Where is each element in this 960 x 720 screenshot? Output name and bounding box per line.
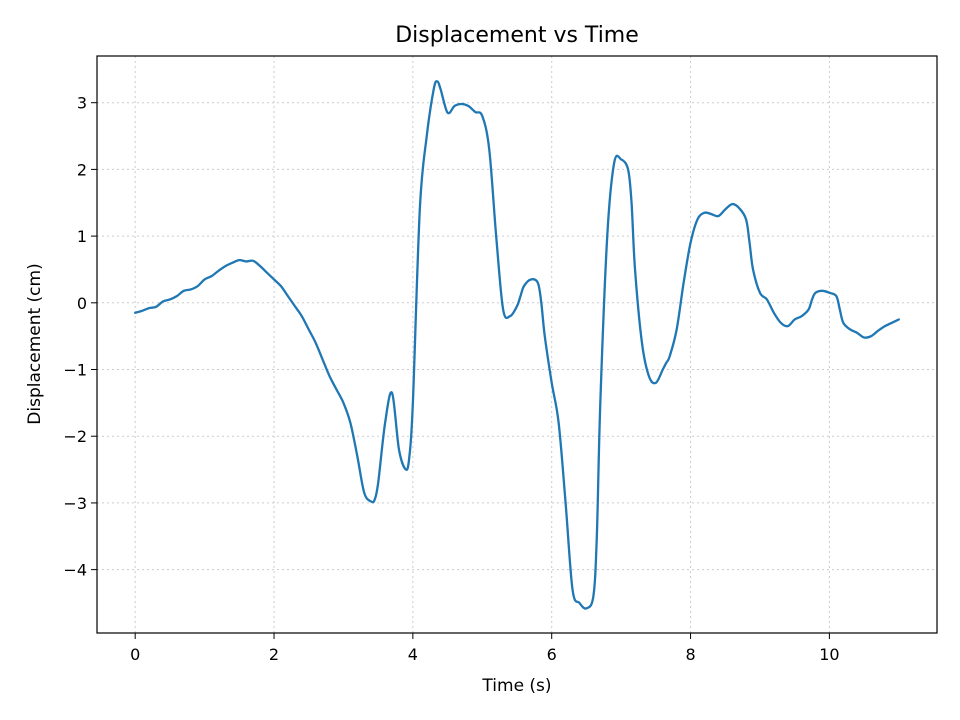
displacement-line [134, 80, 900, 610]
y-axis-ticks: −4 −3 −2 −1 0 1 2 3 [63, 94, 97, 580]
y-tick-label: 1 [77, 227, 87, 246]
y-tick-label: −1 [63, 361, 87, 380]
x-tick-label: 4 [408, 645, 418, 664]
x-tick-label: 2 [269, 645, 279, 664]
x-tick-label: 0 [130, 645, 140, 664]
x-axis-ticks: 0 2 4 6 8 10 [130, 633, 840, 664]
axes-frame [96, 55, 938, 634]
x-axis-label: Time (s) [481, 676, 551, 696]
chart-title: Displacement vs Time [395, 23, 639, 48]
plot-area [134, 80, 900, 610]
y-tick-label: −4 [63, 561, 87, 580]
x-tick-label: 6 [547, 645, 557, 664]
y-tick-label: −2 [63, 427, 87, 446]
y-tick-label: 3 [77, 94, 87, 113]
grid [97, 56, 937, 633]
y-tick-label: 0 [77, 294, 87, 313]
y-tick-label: 2 [77, 160, 87, 179]
y-axis-label: Displacement (cm) [25, 263, 45, 424]
x-tick-label: 10 [819, 645, 839, 664]
y-tick-label: −3 [63, 494, 87, 513]
x-tick-label: 8 [685, 645, 695, 664]
